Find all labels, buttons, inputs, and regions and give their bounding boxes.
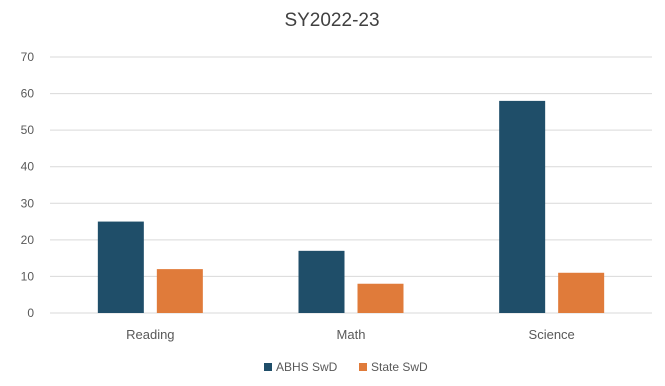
- gridlines: [50, 56, 652, 314]
- y-tick-label: 30: [21, 196, 35, 210]
- y-axis-ticks: 0 10 20 30 40 50 60 70: [21, 50, 35, 320]
- y-tick-label: 20: [21, 233, 35, 247]
- legend-swatch: [359, 363, 367, 371]
- bar-reading-series2: [156, 269, 203, 313]
- legend-swatch: [264, 363, 272, 371]
- bar-science-series1: [499, 100, 546, 313]
- x-tick-label: Science: [529, 327, 575, 342]
- x-tick-label: Math: [337, 327, 366, 342]
- legend-label: ABHS SwD: [276, 360, 338, 374]
- bar-science-series2: [558, 272, 605, 313]
- y-tick-label: 70: [21, 50, 35, 64]
- chart-title: SY2022-23: [284, 10, 379, 31]
- legend: ABHS SwD State SwD: [264, 360, 428, 374]
- y-tick-label: 50: [21, 123, 35, 137]
- bars: [97, 100, 605, 313]
- bar-math-series1: [298, 250, 345, 313]
- y-tick-label: 60: [21, 87, 35, 101]
- y-tick-label: 0: [27, 306, 34, 320]
- legend-label: State SwD: [371, 360, 428, 374]
- y-tick-label: 40: [21, 160, 35, 174]
- y-tick-label: 10: [21, 269, 35, 283]
- x-tick-label: Reading: [126, 327, 174, 342]
- x-axis-labels: Reading Math Science: [126, 327, 575, 342]
- bar-reading-series1: [97, 221, 144, 313]
- bar-math-series2: [357, 283, 404, 313]
